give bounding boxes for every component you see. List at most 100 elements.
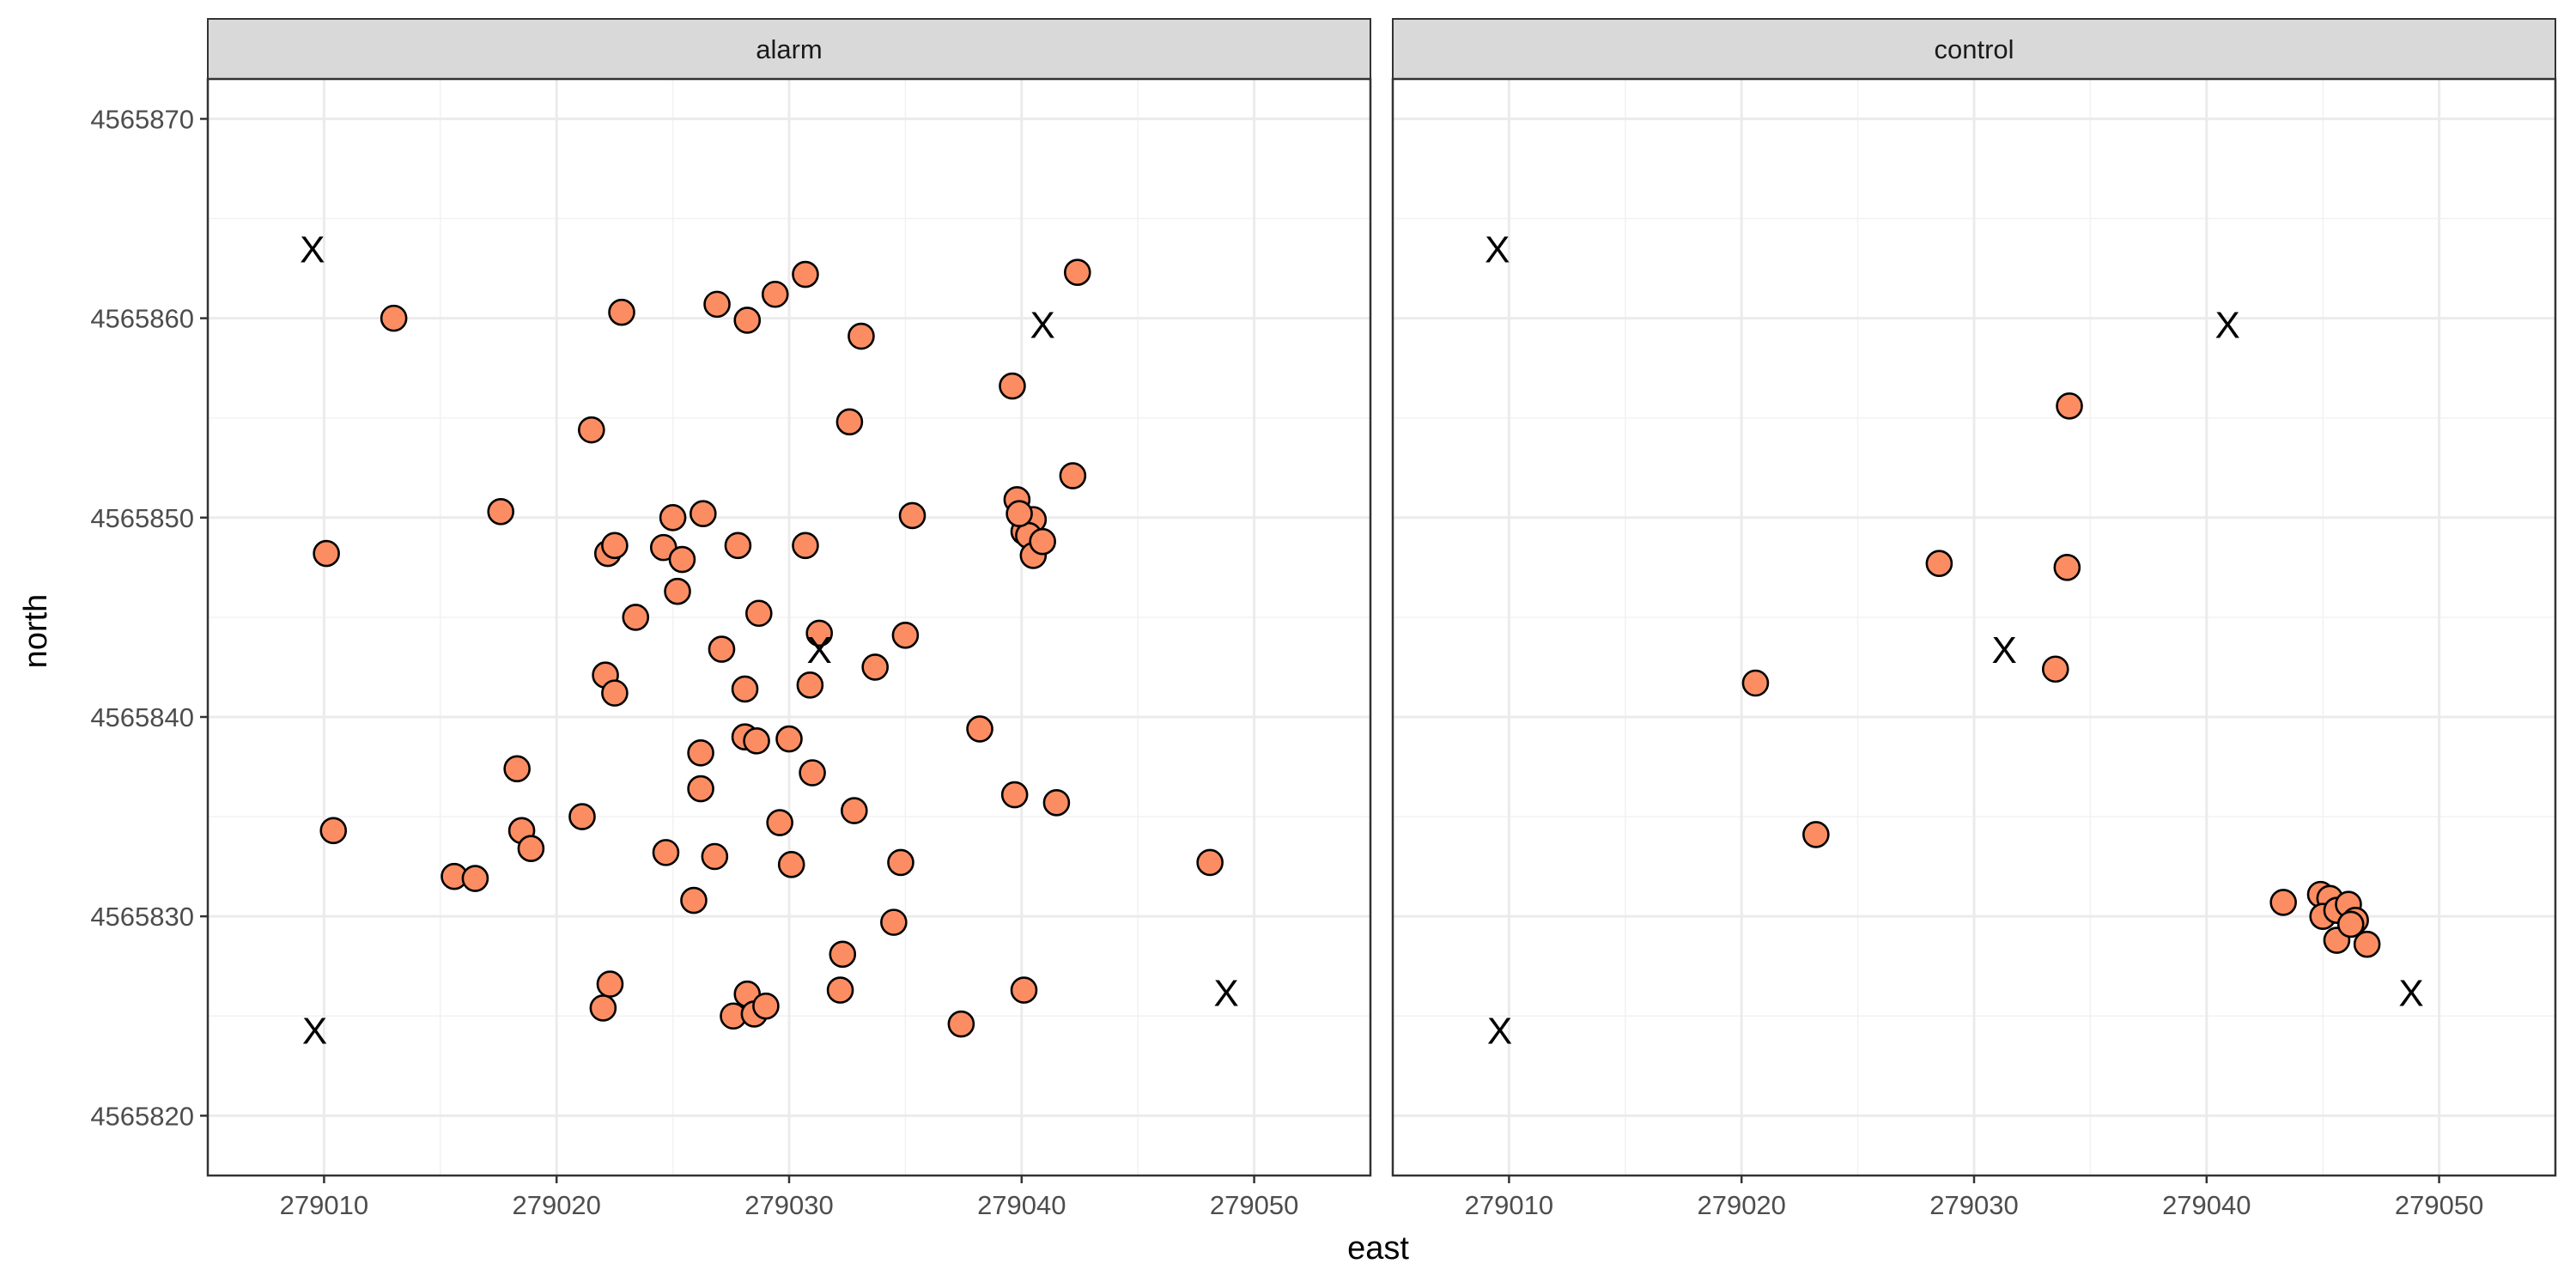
- data-point: [1005, 500, 1033, 527]
- data-point: [487, 498, 515, 526]
- data-point: [898, 501, 927, 530]
- x-axis-alarm: 279010 279020 279030 279040 279050: [280, 1176, 1298, 1220]
- data-point: [777, 850, 805, 878]
- data-point: [2269, 889, 2297, 916]
- x-marker: X: [1213, 972, 1238, 1014]
- data-point: [805, 619, 834, 647]
- data-point: [848, 322, 875, 350]
- data-point: [319, 817, 348, 845]
- strip-background: [207, 18, 1371, 80]
- data-point: [775, 725, 803, 753]
- data-point: [1925, 550, 1953, 578]
- data-point: [1063, 258, 1091, 287]
- data-point: [2056, 392, 2083, 420]
- y-tick-label: 4565840: [90, 702, 194, 732]
- data-point: [568, 803, 596, 830]
- strip-background: [1392, 18, 2556, 80]
- data-point: [596, 970, 624, 998]
- data-point: [966, 715, 993, 743]
- x-marker: X: [1487, 1011, 1512, 1053]
- x-marker: X: [2398, 972, 2423, 1014]
- data-point: [313, 539, 340, 568]
- marker-layer: X X X X X: [1485, 228, 2424, 1052]
- data-point: [517, 835, 545, 863]
- x-marker: X: [300, 228, 325, 270]
- data-point: [744, 599, 773, 628]
- x-tick-label: 279040: [2162, 1190, 2251, 1220]
- data-point: [761, 280, 789, 308]
- x-tick-label: 279050: [2395, 1190, 2483, 1220]
- x-marker: X: [1030, 305, 1054, 347]
- x-axis-control: 279010 279020 279030 279040 279050: [1465, 1176, 2483, 1220]
- x-tick-label: 279010: [280, 1190, 368, 1220]
- data-point: [1042, 789, 1071, 817]
- data-point: [841, 797, 868, 824]
- data-point: [733, 307, 762, 334]
- data-point: [687, 775, 714, 803]
- data-point: [589, 994, 617, 1022]
- marker-layer: X X X X X: [300, 228, 1239, 1052]
- data-point: [880, 908, 908, 936]
- data-point: [766, 809, 793, 836]
- data-point: [664, 577, 691, 605]
- data-point: [2353, 930, 2381, 958]
- y-tick-label: 4565870: [90, 104, 194, 134]
- x-axis-title: east: [1347, 1230, 1409, 1267]
- data-point: [652, 839, 680, 866]
- x-tick-label: 279030: [1929, 1190, 2018, 1220]
- data-point: [461, 865, 489, 892]
- data-point: [826, 976, 854, 1004]
- data-point: [724, 532, 752, 560]
- data-point: [601, 679, 629, 707]
- data-point: [2336, 910, 2365, 939]
- x-marker: X: [302, 1011, 327, 1053]
- y-axis: 4565820 4565830 4565840 4565850 4565860 45658…: [90, 104, 208, 1131]
- data-point: [792, 532, 819, 560]
- data-point: [708, 635, 736, 663]
- points-control: [1741, 392, 2381, 958]
- data-point: [703, 290, 731, 319]
- x-tick-label: 279050: [1210, 1190, 1298, 1220]
- data-point: [799, 759, 826, 787]
- data-point: [690, 500, 717, 527]
- x-tick-label: 279020: [512, 1190, 600, 1220]
- data-point: [2041, 655, 2069, 683]
- data-point: [829, 940, 857, 969]
- data-point: [792, 260, 819, 289]
- data-point: [659, 503, 687, 532]
- data-point: [999, 372, 1026, 400]
- x-tick-label: 279040: [977, 1190, 1066, 1220]
- data-point: [1741, 669, 1770, 697]
- panel-alarm: alarm X X X X X 279010 279020 279030 279040 279050: [206, 18, 1372, 1220]
- data-point: [578, 416, 605, 444]
- data-point: [835, 408, 864, 436]
- y-tick-label: 4565850: [90, 503, 194, 533]
- x-marker: X: [1992, 629, 2017, 671]
- data-point: [796, 671, 824, 699]
- data-point: [701, 842, 729, 871]
- data-point: [2053, 554, 2081, 581]
- data-point: [1029, 527, 1056, 556]
- y-tick-label: 4565830: [90, 902, 194, 932]
- data-point: [503, 755, 531, 783]
- data-point: [752, 992, 780, 1020]
- data-point: [1196, 848, 1224, 877]
- strip-label: alarm: [756, 34, 823, 64]
- strip-label: control: [1934, 34, 2014, 64]
- x-tick-label: 279030: [744, 1190, 833, 1220]
- data-point: [861, 653, 889, 681]
- data-point: [947, 1010, 975, 1038]
- data-point: [1059, 462, 1087, 489]
- data-point: [731, 675, 759, 703]
- x-tick-label: 279010: [1465, 1190, 1553, 1220]
- data-point: [1010, 976, 1038, 1004]
- data-point: [608, 298, 635, 326]
- x-marker: X: [807, 629, 832, 671]
- data-point: [680, 886, 708, 914]
- x-marker: X: [1485, 228, 1510, 270]
- y-axis-title: north: [18, 594, 54, 669]
- data-point: [687, 738, 714, 767]
- data-point: [668, 545, 696, 574]
